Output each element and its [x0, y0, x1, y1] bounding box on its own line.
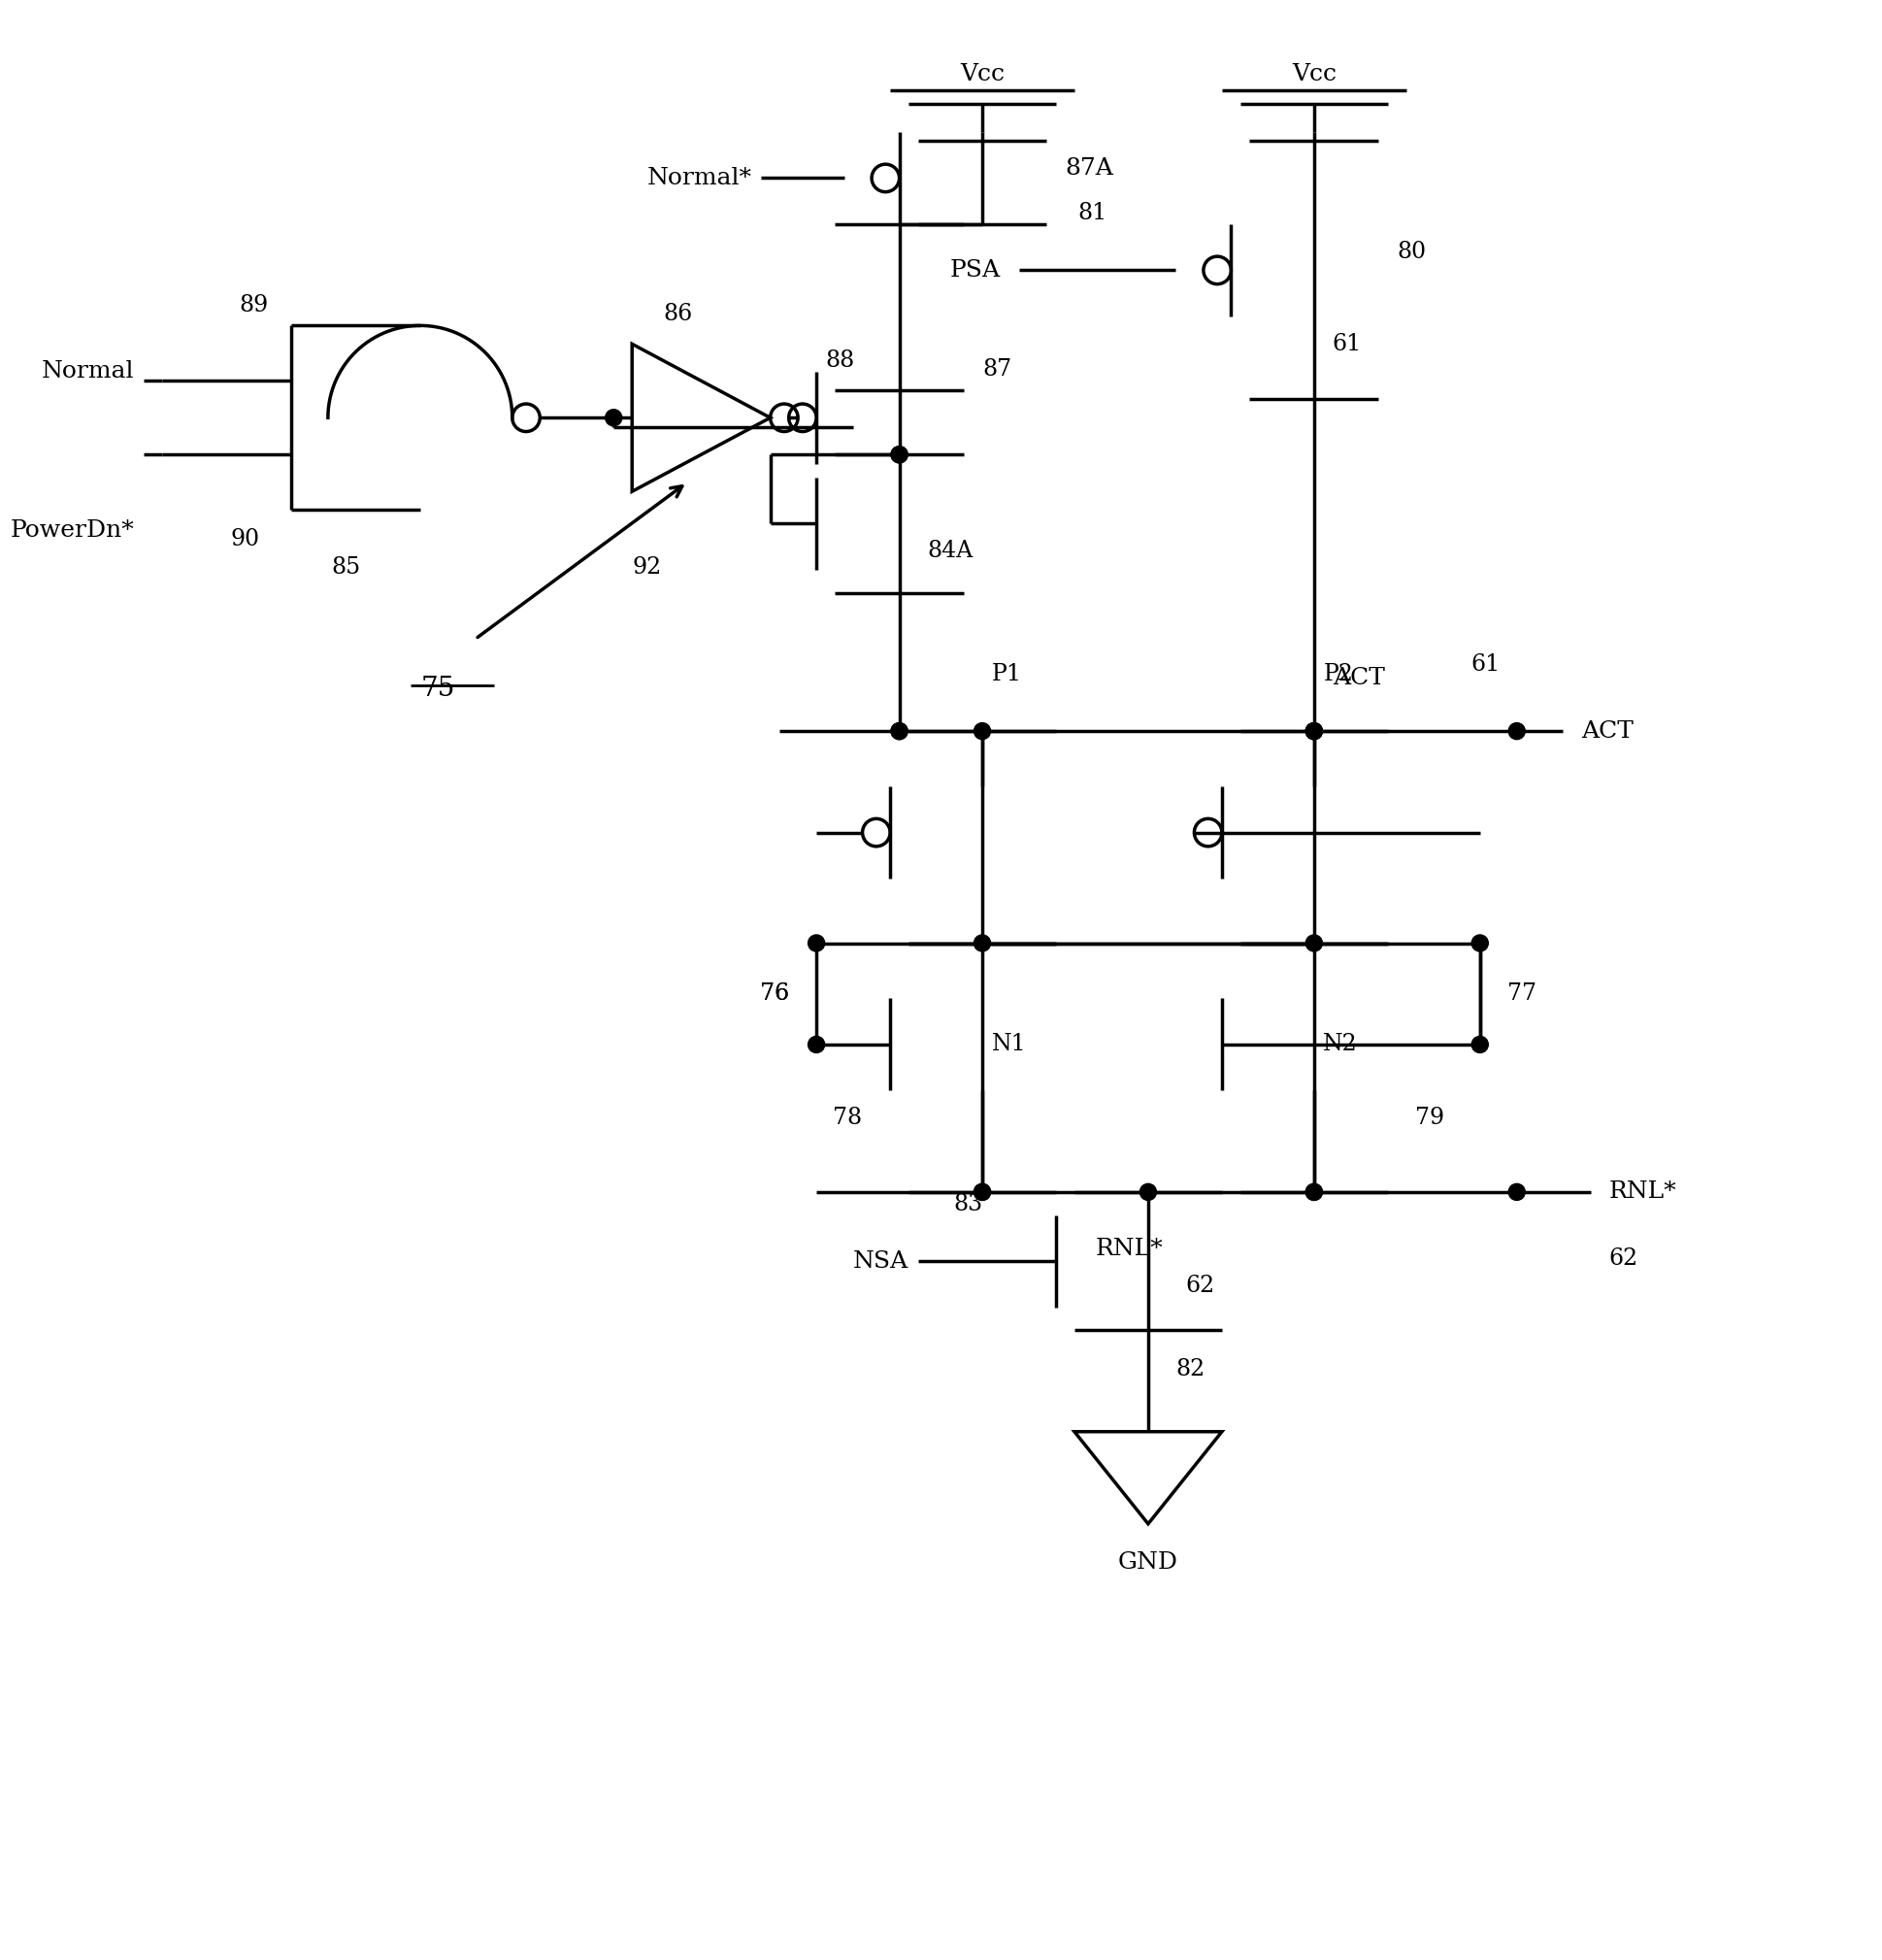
Text: 82: 82 [1174, 1358, 1204, 1380]
Text: 87A: 87A [1065, 157, 1112, 180]
Text: GND: GND [1118, 1552, 1178, 1574]
Circle shape [604, 410, 621, 425]
Text: 61: 61 [1470, 653, 1500, 676]
Text: Normal*: Normal* [647, 167, 751, 190]
Text: 62: 62 [1184, 1274, 1214, 1298]
Circle shape [890, 723, 907, 739]
Text: 77: 77 [1507, 982, 1536, 1005]
Circle shape [973, 935, 990, 951]
Text: 89: 89 [239, 294, 269, 316]
Circle shape [890, 447, 907, 463]
Circle shape [1507, 1184, 1524, 1200]
Text: 92: 92 [632, 557, 661, 578]
Text: 87: 87 [982, 359, 1011, 380]
Text: NSA: NSA [853, 1250, 909, 1272]
Circle shape [1304, 1184, 1321, 1200]
Text: 85: 85 [331, 557, 361, 578]
Text: PSA: PSA [950, 259, 999, 282]
Circle shape [973, 1184, 990, 1200]
Circle shape [1304, 935, 1321, 951]
Text: 76: 76 [758, 982, 789, 1005]
Text: RNL*: RNL* [1607, 1180, 1675, 1203]
Circle shape [1304, 723, 1321, 739]
Circle shape [973, 1184, 990, 1200]
Text: Vcc: Vcc [960, 63, 1005, 86]
Text: PowerDn*: PowerDn* [11, 519, 134, 541]
Text: 80: 80 [1396, 241, 1425, 263]
Circle shape [1304, 1184, 1321, 1200]
Circle shape [890, 723, 907, 739]
Circle shape [807, 935, 824, 951]
Circle shape [1507, 723, 1524, 739]
Text: 76: 76 [758, 982, 789, 1005]
Text: 75: 75 [422, 676, 455, 702]
Text: P1: P1 [992, 662, 1022, 686]
Circle shape [1139, 1184, 1156, 1200]
Text: ACT: ACT [1581, 719, 1634, 743]
Text: Normal: Normal [41, 361, 134, 382]
Text: P2: P2 [1323, 662, 1353, 686]
Text: 88: 88 [824, 349, 854, 372]
Circle shape [1304, 723, 1321, 739]
Text: Vcc: Vcc [1291, 63, 1336, 86]
Text: N1: N1 [992, 1033, 1026, 1056]
Text: 86: 86 [662, 304, 693, 325]
Text: 78: 78 [834, 1107, 862, 1129]
Text: 83: 83 [952, 1194, 982, 1215]
Text: 79: 79 [1415, 1107, 1443, 1129]
Text: N2: N2 [1323, 1033, 1357, 1056]
Text: 62: 62 [1607, 1247, 1637, 1270]
Circle shape [807, 1037, 824, 1053]
Circle shape [1472, 1037, 1487, 1053]
Text: 81: 81 [1078, 202, 1107, 223]
Text: ACT: ACT [1332, 666, 1383, 688]
Text: RNL*: RNL* [1095, 1239, 1163, 1260]
Circle shape [1304, 723, 1321, 739]
Circle shape [1472, 935, 1487, 951]
Text: 90: 90 [230, 529, 260, 551]
Circle shape [890, 447, 907, 463]
Text: 84A: 84A [926, 541, 973, 563]
Circle shape [973, 723, 990, 739]
Text: 61: 61 [1332, 333, 1361, 355]
